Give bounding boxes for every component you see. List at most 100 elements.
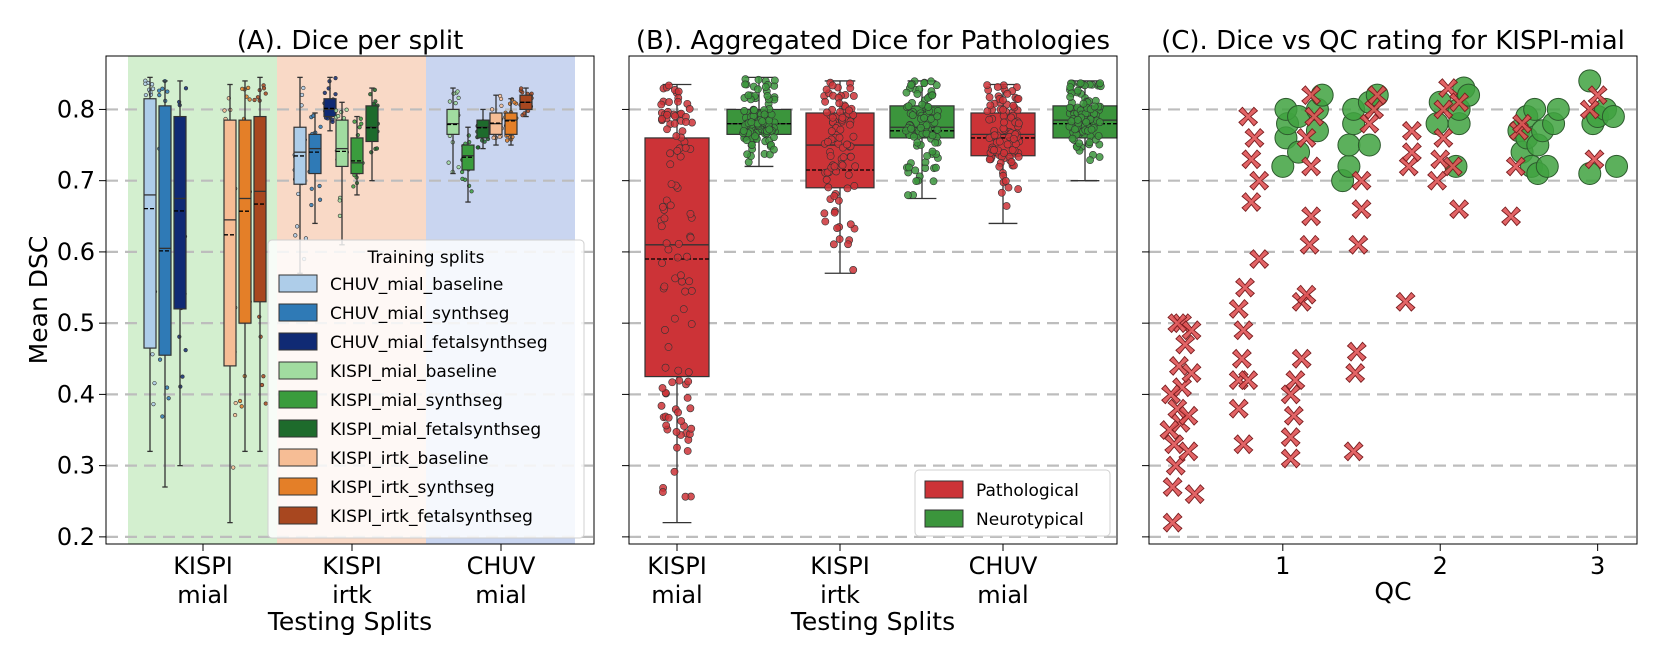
panel-b-legend: Pathological Neurotypical: [914, 469, 1111, 537]
scatter-point-neurotypical: [1271, 154, 1295, 178]
strip-b-Pathological-point: [666, 160, 675, 169]
legend-label: CHUV_mial_fetalsynthseg: [330, 333, 548, 353]
strip-b-Pathological-point: [851, 162, 860, 171]
scatter-point-pathological: [1184, 484, 1205, 505]
legend-swatch: [278, 361, 318, 380]
strip-b-Pathological-point: [821, 217, 830, 226]
legend-swatch: [278, 274, 318, 293]
y-tick-label: 0.2: [57, 523, 95, 551]
box-a-KISPI_irtk_fetalsynthseg-point: [252, 97, 257, 103]
strip-b-Pathological-point: [822, 108, 831, 117]
box-a-KISPI_irtk_synthseg-point: [240, 86, 245, 91]
strip-b-Neurotypical-point: [758, 117, 767, 126]
scatter-point-pathological: [1449, 92, 1470, 113]
legend-label: KISPI_mial_synthseg: [330, 391, 503, 411]
x-tick-label: KISPI: [647, 552, 707, 580]
strip-b-Pathological-point: [664, 343, 673, 351]
strip-b-Pathological-point: [658, 488, 667, 496]
strip-b-Pathological-point: [826, 152, 835, 160]
strip-b-Neurotypical-point: [916, 123, 925, 132]
strip-b-Neurotypical-point: [928, 91, 937, 100]
box-a-CHUV_mial_synthseg-point: [309, 202, 314, 208]
legend-swatch: [924, 480, 964, 499]
strip-b-Pathological-point: [674, 239, 683, 248]
box-a-CHUV_mial_fetalsynthseg-point: [183, 348, 188, 353]
strip-b-Pathological-point: [663, 110, 672, 119]
y-tick-label: 0.5: [57, 309, 95, 337]
x-tick-label: 2: [1433, 552, 1448, 580]
box-a-CHUV_mial_fetalsynthseg-box: [173, 115, 187, 310]
strip-b-Neurotypical-point: [1095, 153, 1104, 161]
strip-b-Pathological-point: [834, 196, 843, 205]
box-a-CHUV_mial_synthseg-point: [309, 186, 314, 191]
scatter-point-pathological: [1579, 99, 1600, 120]
panel-c-title: (C). Dice vs QC rating for KISPI-mial: [1161, 26, 1625, 56]
strip-b-Pathological-point: [662, 421, 671, 430]
box-a-KISPI_mial_baseline-point: [337, 213, 343, 218]
strip-b-Pathological-point: [985, 115, 994, 124]
strip-b-Neurotypical-point: [932, 81, 941, 90]
strip-b-Pathological-point: [844, 240, 852, 249]
strip-b-Pathological-point: [997, 188, 1006, 197]
strip-b-Pathological-point: [673, 146, 682, 155]
scatter-point-pathological: [1351, 199, 1372, 220]
scatter-point-pathological: [1181, 320, 1202, 341]
box-a-CHUV_mial_fetalsynthseg-point: [322, 90, 327, 95]
strip-b-Pathological-point: [1007, 113, 1015, 122]
scatter-point-pathological: [1304, 106, 1325, 127]
strip-b-Neurotypical-point: [770, 76, 779, 85]
strip-b-Neurotypical-point: [1094, 132, 1103, 140]
strip-b-Neurotypical-point: [1073, 115, 1082, 124]
strip-b-Pathological-point: [666, 149, 675, 158]
strip-b-Pathological-point: [836, 125, 845, 134]
x-tick-label: KISPI: [322, 552, 382, 580]
strip-b-Pathological-point: [679, 305, 688, 314]
legend-label: KISPI_irtk_fetalsynthseg: [330, 507, 533, 527]
scatter-point-pathological: [1442, 156, 1463, 177]
strip-b-Pathological-point: [674, 366, 683, 375]
box-a-CHUV_mial_synthseg-box: [308, 133, 322, 175]
scatter-point-pathological: [1367, 85, 1388, 106]
scatter-point-pathological: [1438, 78, 1459, 99]
strip-b-Pathological-point: [661, 326, 669, 334]
legend-label: Pathological: [976, 481, 1079, 501]
strip-b-Pathological-point: [990, 131, 999, 140]
scatter-point-pathological: [1301, 206, 1322, 227]
legend-label: KISPI_mial_baseline: [330, 362, 497, 382]
box-a-KISPI_irtk_fetalsynthseg-point: [263, 91, 268, 96]
strip-b-Neurotypical-point: [933, 112, 942, 121]
scatter-point-pathological: [1401, 142, 1422, 163]
legend-title: Training splits: [366, 248, 484, 268]
box-a-CHUV_mial_baseline-point: [150, 352, 155, 357]
strip-b-Pathological-point: [658, 384, 667, 392]
scatter-point-pathological: [1285, 370, 1306, 391]
strip-b-Neurotypical-point: [907, 124, 916, 133]
box-a-KISPI_mial_baseline-point: [341, 116, 347, 121]
scatter-point-pathological: [1249, 170, 1270, 191]
scatter-point-pathological: [1167, 313, 1188, 334]
strip-b-Neurotypical-point: [770, 133, 778, 142]
legend-label: KISPI_irtk_baseline: [330, 449, 489, 469]
strip-b-Pathological-point: [985, 155, 994, 164]
strip-b-Pathological-point: [1009, 134, 1018, 143]
strip-b-Neurotypical-point: [770, 145, 778, 154]
strip-b-Pathological-point: [675, 376, 684, 385]
strip-b-Neurotypical-point: [1087, 125, 1096, 134]
strip-b-Pathological-point: [683, 447, 692, 455]
legend-swatch: [278, 477, 318, 496]
strip-b-Pathological-point: [846, 84, 855, 93]
scatter-point-pathological: [1280, 384, 1301, 405]
strip-b-Pathological-point: [830, 192, 839, 200]
strip-b-Pathological-point: [674, 408, 682, 417]
strip-b-Neurotypical-point: [908, 111, 917, 120]
strip-b-Pathological-point: [828, 81, 837, 90]
x-tick-label: mial: [475, 581, 526, 609]
strip-b-Pathological-point: [686, 209, 695, 218]
strip-b-Neurotypical-point: [763, 92, 772, 100]
box-a-KISPI_mial_fetalsynthseg-point: [374, 146, 380, 151]
x-tick-label: KISPI: [173, 552, 233, 580]
strip-b-Pathological-point: [681, 143, 690, 152]
strip-b-Pathological-point: [671, 112, 679, 121]
box-a-KISPI_irtk_baseline-point: [497, 134, 502, 139]
strip-b-Pathological-point: [1003, 140, 1012, 149]
